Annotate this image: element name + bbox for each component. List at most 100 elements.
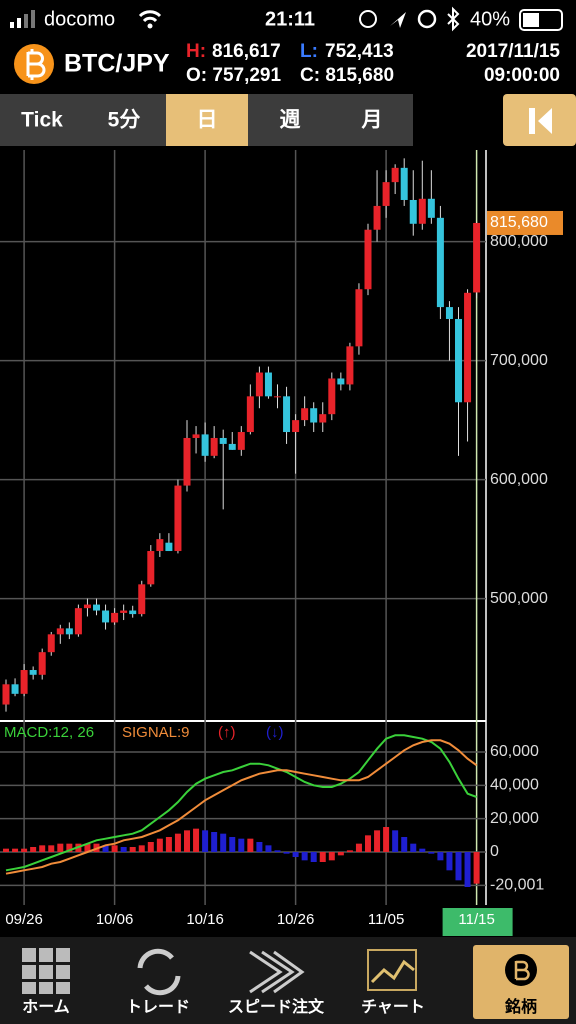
high-key: H: bbox=[186, 41, 206, 62]
histogram-bar bbox=[301, 852, 308, 861]
period-tabs: Tick 5分 日 週 月 bbox=[0, 94, 576, 146]
candle-body bbox=[47, 634, 55, 653]
open-value: O: 757,291 bbox=[186, 65, 281, 86]
candle-body bbox=[301, 408, 309, 421]
histogram-bar bbox=[328, 852, 335, 861]
bitcoin-icon bbox=[26, 49, 46, 80]
tab[interactable]: 日 bbox=[197, 109, 218, 132]
trade-icon bbox=[137, 948, 181, 996]
wifi-icon bbox=[147, 23, 153, 29]
histogram-bar bbox=[220, 833, 227, 852]
candle-body bbox=[436, 217, 444, 308]
candle-body bbox=[237, 432, 245, 450]
candle-body bbox=[2, 684, 10, 705]
candle-body bbox=[174, 485, 182, 552]
candle-body bbox=[102, 610, 110, 623]
candle-body bbox=[455, 318, 462, 403]
histogram-bar bbox=[473, 852, 480, 884]
x-tick-label: 09/26 bbox=[5, 911, 43, 928]
x-tick-label: 10/06 bbox=[96, 911, 134, 928]
histogram-bar bbox=[174, 833, 181, 852]
histogram-bar bbox=[265, 845, 272, 852]
candle-body bbox=[74, 608, 82, 635]
candle-body bbox=[219, 437, 227, 444]
candle-body bbox=[38, 652, 46, 675]
candle-body bbox=[183, 437, 191, 486]
histogram-bar bbox=[310, 852, 317, 862]
nav-label[interactable]: ホーム bbox=[22, 998, 70, 1016]
candle-body bbox=[165, 542, 173, 552]
x-tick-label: 10/26 bbox=[277, 911, 315, 928]
tab[interactable]: 月 bbox=[361, 109, 383, 132]
signal-bar bbox=[10, 22, 14, 28]
nav-label[interactable]: 銘柄 bbox=[505, 997, 537, 1016]
candle-body bbox=[29, 670, 37, 675]
candle-body bbox=[129, 610, 137, 615]
histogram-bar bbox=[30, 847, 37, 852]
candle-body bbox=[138, 584, 146, 615]
candle-body bbox=[346, 346, 354, 385]
macd-line bbox=[5, 739, 478, 875]
histogram-bar bbox=[374, 830, 381, 852]
candle-body bbox=[192, 434, 200, 438]
candle-body bbox=[201, 434, 209, 456]
nav-label[interactable]: チャート bbox=[361, 999, 425, 1016]
histogram-bar bbox=[292, 852, 299, 857]
histogram-bar bbox=[111, 845, 118, 852]
bottom-nav: ホーム トレード スピード注文 チャート 銘柄 bbox=[0, 937, 576, 1024]
candle-body bbox=[418, 198, 426, 224]
histogram-bar bbox=[48, 845, 55, 852]
home-icon bbox=[22, 948, 70, 994]
nav-label[interactable]: スピード注文 bbox=[228, 997, 325, 1016]
symbol: BTC/JPY bbox=[64, 50, 170, 78]
tab[interactable]: 週 bbox=[280, 109, 301, 132]
candle-body bbox=[337, 378, 345, 385]
tab[interactable]: Tick bbox=[21, 109, 63, 132]
candle-body bbox=[382, 182, 390, 206]
candle-body bbox=[228, 443, 236, 450]
histogram-bar bbox=[455, 852, 462, 881]
histogram-bar bbox=[66, 843, 73, 852]
y-tick-label: 60,000 bbox=[490, 743, 539, 760]
histogram-bar bbox=[464, 852, 471, 887]
candle-body bbox=[400, 167, 408, 200]
time: 09:00:00 bbox=[484, 65, 560, 86]
histogram-bar bbox=[21, 848, 28, 852]
histogram-bar bbox=[102, 845, 109, 852]
candle-body bbox=[120, 610, 128, 613]
histogram-bar bbox=[410, 843, 417, 852]
histogram-bar bbox=[193, 828, 200, 852]
x-tick-label: 10/16 bbox=[186, 911, 224, 928]
histogram-bar bbox=[401, 837, 408, 852]
low-key: L: bbox=[300, 41, 318, 62]
histogram-bar bbox=[138, 845, 145, 852]
alarm-icon bbox=[417, 9, 437, 29]
candle-body bbox=[464, 292, 472, 403]
histogram-bar bbox=[229, 837, 236, 852]
candle-body bbox=[328, 378, 336, 415]
candle-body bbox=[93, 604, 100, 611]
tab[interactable]: 5分 bbox=[108, 109, 141, 132]
histogram-bar bbox=[392, 830, 399, 852]
header: BTC/JPY H: 816,617 L: 752,413 O: 757,291… bbox=[14, 41, 560, 86]
candle-body bbox=[445, 307, 453, 319]
date-highlight bbox=[442, 908, 513, 936]
location-icon bbox=[390, 12, 406, 28]
candle-body bbox=[292, 420, 300, 433]
speed-icon bbox=[249, 950, 305, 994]
candle-body bbox=[409, 199, 417, 224]
histogram-bar bbox=[147, 842, 154, 852]
candle-body bbox=[246, 396, 254, 433]
histogram-bar bbox=[165, 837, 172, 852]
nav-label[interactable]: トレード bbox=[126, 999, 190, 1016]
histogram-bar bbox=[256, 842, 263, 852]
histogram-bar bbox=[120, 847, 127, 852]
legend-signal: SIGNAL:9 bbox=[122, 724, 190, 741]
candle-body bbox=[20, 670, 28, 694]
wifi-icon bbox=[138, 10, 162, 23]
y-tick-label: 20,000 bbox=[490, 810, 539, 827]
histogram-bar bbox=[346, 850, 353, 852]
high-value: 816,617 bbox=[212, 41, 281, 62]
histogram-bar bbox=[446, 852, 453, 871]
date: 2017/11/15 bbox=[466, 41, 560, 62]
